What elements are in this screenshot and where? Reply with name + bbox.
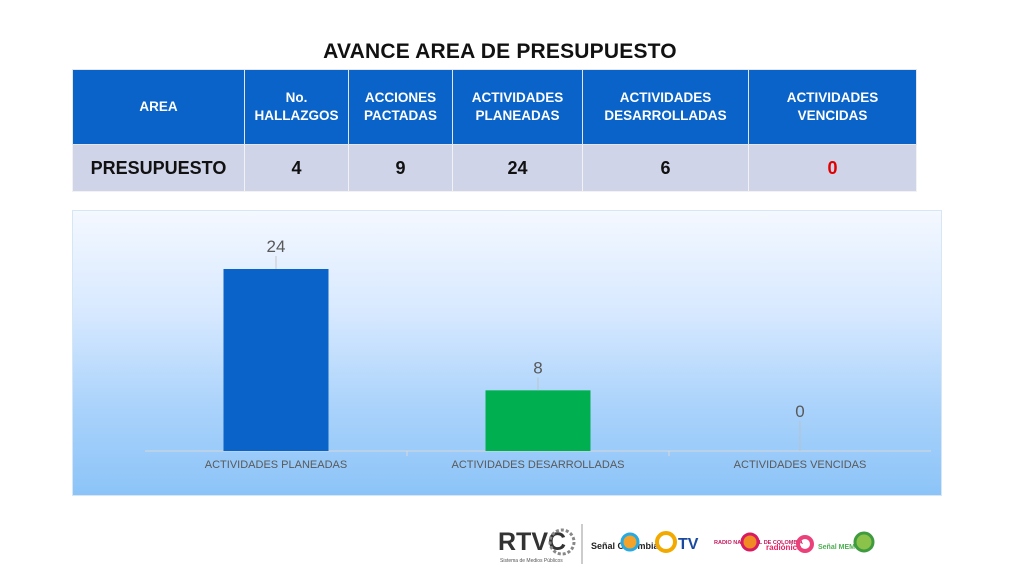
header-area-label: AREA [139, 99, 178, 115]
cell-planeadas: 24 [452, 144, 583, 192]
bar-1 [223, 269, 329, 451]
header-planeadas: ACTIVIDADES PLANEADAS [452, 69, 583, 145]
bar-chart-svg: 24 ACTIVIDADES PLANEADAS 8 ACTIVIDADES DESA… [145, 237, 931, 471]
category-label-1: ACTIVIDADES PLANEADAS [205, 459, 347, 471]
radionica-logo: radiónica [766, 543, 802, 552]
radionica-emblem-icon [796, 535, 814, 553]
cell-desarrolladas: 6 [582, 144, 749, 192]
page-title: AVANCE AREA DE PRESUPUESTO [323, 40, 677, 63]
data-label-1: 24 [267, 237, 286, 256]
header-desarrolladas: ACTIVIDADES DESARROLLADAS [582, 69, 749, 145]
cell-hallazgos: 4 [244, 144, 349, 192]
table-header-row: AREA No. HALLAZGOS ACCIONES PACTADAS ACTIV… [72, 69, 917, 145]
cell-vencidas: 0 [748, 144, 917, 192]
header-acciones-label: ACCIONES PACTADAS [364, 90, 437, 123]
senal-memoria-emblem-icon [853, 531, 875, 553]
logo-strip: RTVC Sistema de Medios Públicos Señal Co… [498, 524, 875, 564]
header-hallazgos-label: No. HALLAZGOS [254, 90, 339, 123]
rtvc-emblem-icon [548, 528, 576, 556]
data-label-2: 8 [533, 358, 542, 377]
header-planeadas-label: ACTIVIDADES PLANEADAS [471, 90, 564, 123]
senal-memoria-logo: Señal MEMORIA [818, 544, 872, 551]
rtvc-subtitle: Sistema de Medios Públicos [500, 558, 563, 564]
tv-emblem-icon [655, 531, 677, 553]
data-label-3: 0 [795, 402, 804, 421]
cell-acciones: 9 [348, 144, 453, 192]
tv-logo: TV [678, 536, 699, 553]
summary-table: AREA No. HALLAZGOS ACCIONES PACTADAS ACTIV… [72, 69, 917, 192]
header-acciones: ACCIONES PACTADAS [348, 69, 453, 145]
header-vencidas-label: ACTIVIDADES VENCIDAS [786, 90, 879, 123]
category-label-2: ACTIVIDADES DESARROLLADAS [452, 459, 625, 471]
bar-chart: 24 ACTIVIDADES PLANEADAS 8 ACTIVIDADES DESA… [72, 210, 942, 496]
bar-2 [485, 390, 591, 451]
table-row: PRESUPUESTO 4 9 24 6 0 [72, 144, 917, 192]
header-desarrolladas-label: ACTIVIDADES DESARROLLADAS [604, 90, 727, 123]
senal-colombia-emblem-icon [620, 532, 640, 552]
header-hallazgos: No. HALLAZGOS [244, 69, 349, 145]
cell-area: PRESUPUESTO [72, 144, 245, 192]
header-vencidas: ACTIVIDADES VENCIDAS [748, 69, 917, 145]
radio-nacional-emblem-icon [740, 532, 760, 552]
header-area: AREA [72, 69, 245, 145]
category-label-3: ACTIVIDADES VENCIDAS [734, 459, 867, 471]
